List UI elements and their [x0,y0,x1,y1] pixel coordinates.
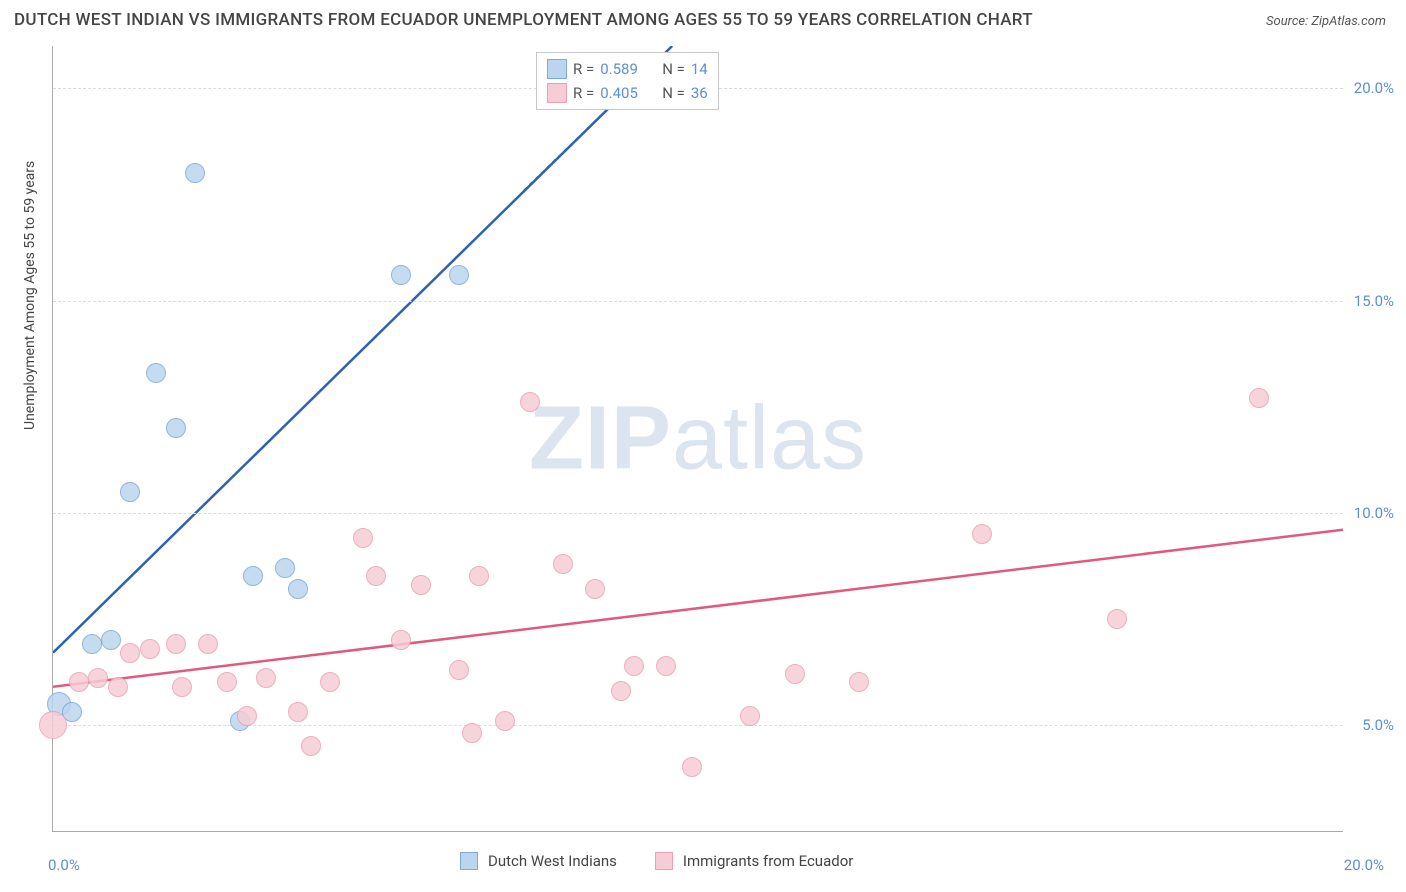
n-label: N = [662,84,685,102]
data-point [69,672,89,692]
data-point [611,681,631,701]
x-tick-left: 0.0% [48,856,80,874]
data-point [553,554,573,574]
n-value: 36 [691,84,708,102]
data-point [449,660,469,680]
data-point [185,163,205,183]
data-point [166,418,186,438]
data-point [1249,388,1269,408]
data-point [39,711,67,739]
legend-stat-row: R = 0.589 N = 14 [547,57,708,81]
data-point [288,579,308,599]
data-point [88,668,108,688]
gridline [53,301,1343,302]
swatch [460,852,478,870]
x-tick-right: 20.0% [1344,856,1384,874]
data-point [120,643,140,663]
y-tick-label: 10.0% [1354,504,1394,522]
data-point [411,575,431,595]
data-point [275,558,295,578]
swatch [655,852,673,870]
y-axis-label: Unemployment Among Ages 55 to 59 years [22,161,38,430]
data-point [624,656,644,676]
data-point [166,634,186,654]
data-point [462,723,482,743]
data-point [301,736,321,756]
data-point [320,672,340,692]
swatch [547,83,567,103]
data-point [101,630,121,650]
data-point [146,363,166,383]
data-point [243,566,263,586]
data-point [520,392,540,412]
source-attribution: Source: ZipAtlas.com [1266,14,1386,29]
watermark-light: atlas [672,388,867,488]
data-point [256,668,276,688]
data-point [656,656,676,676]
r-value: 0.589 [600,60,656,78]
gridline [53,513,1343,514]
data-point [740,706,760,726]
data-point [237,706,257,726]
data-point [449,265,469,285]
data-point [217,672,237,692]
data-point [849,672,869,692]
data-point [1107,609,1127,629]
watermark: ZIPatlas [529,387,867,490]
y-tick-label: 15.0% [1354,292,1394,310]
data-point [82,634,102,654]
data-point [682,757,702,777]
data-point [172,677,192,697]
data-point [391,265,411,285]
data-point [198,634,218,654]
data-point [120,482,140,502]
legend-series: Dutch West Indians Immigrants from Ecuado… [460,852,881,870]
legend-stat-row: R = 0.405 N = 36 [547,81,708,105]
chart-title: DUTCH WEST INDIAN VS IMMIGRANTS FROM ECU… [14,10,1033,30]
n-value: 14 [691,60,708,78]
r-value: 0.405 [600,84,656,102]
legend-label: Dutch West Indians [488,852,617,870]
r-label: R = [573,84,594,102]
data-point [495,711,515,731]
y-tick-label: 20.0% [1354,79,1394,97]
legend-label: Immigrants from Ecuador [683,852,853,870]
data-point [391,630,411,650]
data-point [585,579,605,599]
plot-area: ZIPatlas [52,46,1343,832]
r-label: R = [573,60,594,78]
data-point [366,566,386,586]
legend-stats-box: R = 0.589 N = 14 R = 0.405 N = 36 [536,52,719,110]
data-point [108,677,128,697]
data-point [972,524,992,544]
swatch [547,59,567,79]
data-point [288,702,308,722]
data-point [140,639,160,659]
data-point [469,566,489,586]
n-label: N = [662,60,685,78]
chart-container: DUTCH WEST INDIAN VS IMMIGRANTS FROM ECU… [0,0,1406,892]
data-point [785,664,805,684]
data-point [353,528,373,548]
y-tick-label: 5.0% [1362,716,1394,734]
watermark-bold: ZIP [529,388,672,488]
